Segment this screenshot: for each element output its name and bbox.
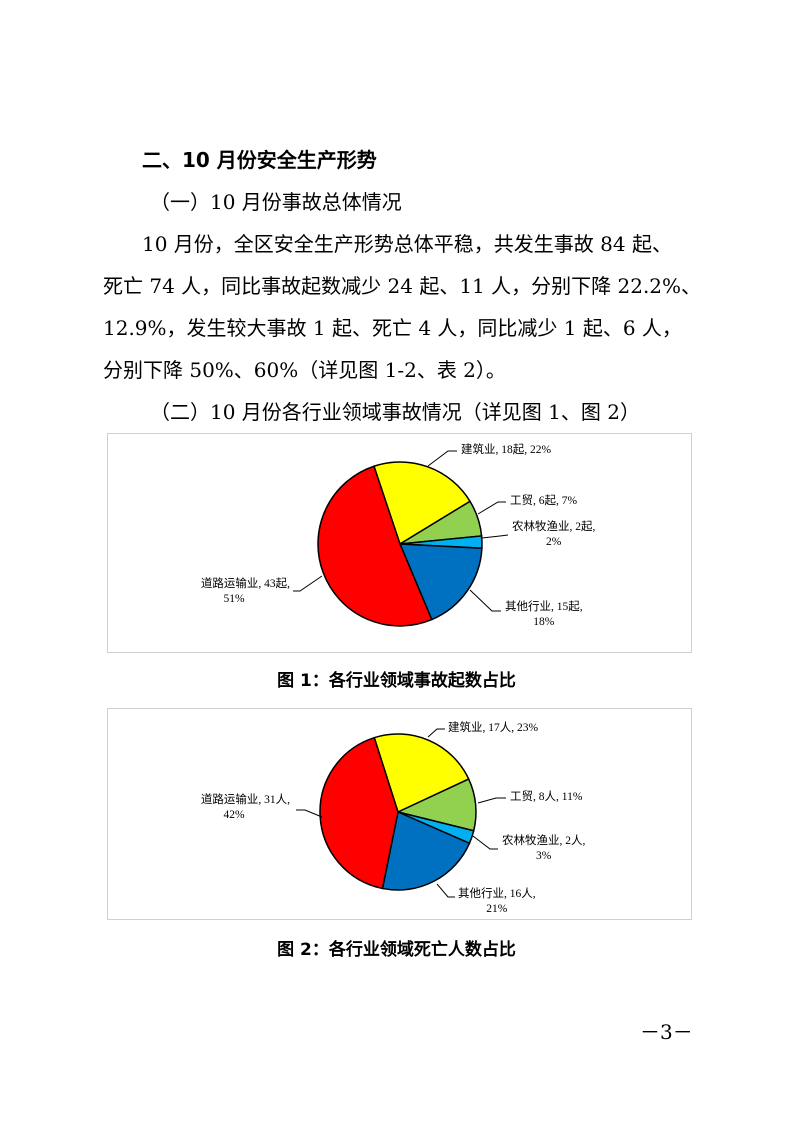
data-label-line: 建筑业, 18起, 22% [461,444,552,456]
data-label: 其他行业, 15起, 18% [505,600,583,630]
data-label: 道路运输业, 43起, 51% [178,577,290,607]
data-label-line: 工贸, 8人, 11% [510,791,583,803]
subsection-heading-2: （二）10 月份各行业领域事故情况（详见图 1、图 2） [150,400,640,424]
data-label-line: 农林牧渔业, 2起, [512,521,596,533]
data-label-line: 21% [486,903,508,915]
chart-caption-2: 图 2：各行业领域死亡人数占比 [277,940,516,960]
data-label-line: 其他行业, 16人, [458,888,536,900]
data-label-line: 3% [536,850,552,862]
leader-line [436,883,455,898]
paragraph-line: 分别下降 50%、60%（详见图 1-2、表 2）。 [103,358,506,382]
data-label-line: 道路运输业, 31人, [200,794,290,806]
chart-frame-1 [107,433,692,653]
data-label: 工贸, 6起, 7% [510,494,577,509]
data-label: 其他行业, 16人, 21% [458,887,536,917]
leader-line [427,450,457,467]
pie-slice-1-0 [373,733,470,814]
leader-line [477,501,506,515]
leader-line [469,589,501,612]
data-label-line: 建筑业, 17人, 23% [448,722,539,734]
paragraph-line: 10 月份，全区安全生产形势总体平稳，共发生事故 84 起、 [142,232,672,256]
paragraph-line: 12.9%，发生较大事故 1 起、死亡 4 人，同比减少 1 起、6 人， [103,316,682,340]
data-label-line: 18% [533,616,555,628]
pie-slice-1-3 [381,810,471,891]
data-label-line: 农林牧渔业, 2人, [502,835,586,847]
leader-line [481,534,509,539]
data-label: 农林牧渔业, 2人, 3% [502,834,585,864]
data-label-line: 51% [223,593,245,605]
leader-line [477,797,506,804]
data-label-line: 2% [546,536,562,548]
leader-line [427,728,445,738]
data-label: 道路运输业, 31人, 42% [178,793,290,823]
pie-slice-0-3 [398,543,483,621]
data-label-line: 道路运输业, 43起, [200,578,290,590]
paragraph-line: 死亡 74 人，同比事故起数减少 24 起、11 人，分别下降 22.2%、 [103,274,702,298]
pie-slice-0-0 [373,461,472,546]
data-label-line: 工贸, 6起, 7% [510,495,578,507]
pie-slice-0-4 [317,465,433,627]
data-label-line: 其他行业, 15起, [505,601,583,613]
section-heading: 二、10 月份安全生产形势 [142,148,377,172]
data-label: 建筑业, 18起, 22% [461,443,551,458]
data-label: 建筑业, 17人, 23% [448,721,538,736]
chart-caption-1: 图 1：各行业领域事故起数占比 [277,671,516,691]
leader-line [472,835,498,850]
data-label: 农林牧渔业, 2起, 2% [512,520,595,550]
leader-line [296,809,323,818]
data-label: 工贸, 8人, 11% [510,790,582,805]
chart-frame-2 [107,708,692,920]
leader-line [293,575,323,592]
subsection-heading-1: （一）10 月份事故总体情况 [150,190,402,214]
data-label-line: 42% [223,809,245,821]
page-number: －3－ [640,1020,693,1044]
